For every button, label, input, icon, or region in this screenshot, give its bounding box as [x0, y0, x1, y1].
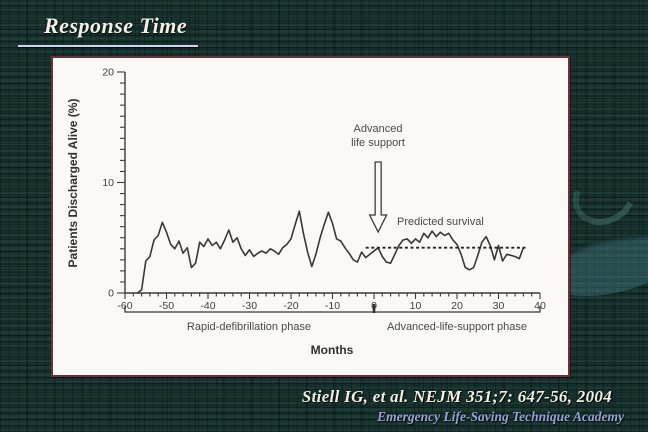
phase-label-rapid-defibrillation: Rapid-defibrillation phase [187, 321, 311, 333]
x-tick-label: -40 [200, 300, 215, 312]
annotation-advanced-life-support-line1: Advanced [354, 123, 403, 135]
x-tick-label: -20 [283, 300, 298, 312]
x-tick-label: 30 [493, 300, 505, 312]
annotation-advanced-life-support-line2: life support [351, 137, 405, 149]
title-underline [18, 45, 198, 47]
phase-bracket [124, 306, 541, 313]
y-tick-label: 20 [102, 67, 114, 79]
advanced-life-support-arrow-icon [368, 161, 388, 234]
academy-credit-text: Emergency Life-Saving Technique Academy [377, 409, 624, 424]
x-tick-label: -10 [325, 300, 340, 312]
decorative-curl-motif [563, 159, 645, 235]
observed-survival-line [136, 210, 525, 294]
x-tick-label: 10 [410, 300, 422, 312]
phase-divider-tick [372, 304, 376, 313]
y-tick-label: 0 [108, 288, 114, 300]
page-title: Response Time [44, 13, 188, 38]
x-tick-label: -30 [242, 300, 257, 312]
y-axis-title: Patients Discharged Alive (%) [66, 99, 80, 268]
axes [124, 72, 540, 294]
citation-text: Stiell IG, et al. NEJM 351;7: 647-56, 20… [301, 387, 612, 406]
y-tick-label: 10 [102, 177, 114, 189]
predicted-survival-label: Predicted survival [397, 216, 484, 228]
x-tick-label: 20 [451, 300, 463, 312]
phase-label-advanced-life-support: Advanced-life-support phase [387, 321, 527, 333]
x-axis-title: Months [311, 343, 354, 357]
x-tick-label: -50 [159, 300, 174, 312]
